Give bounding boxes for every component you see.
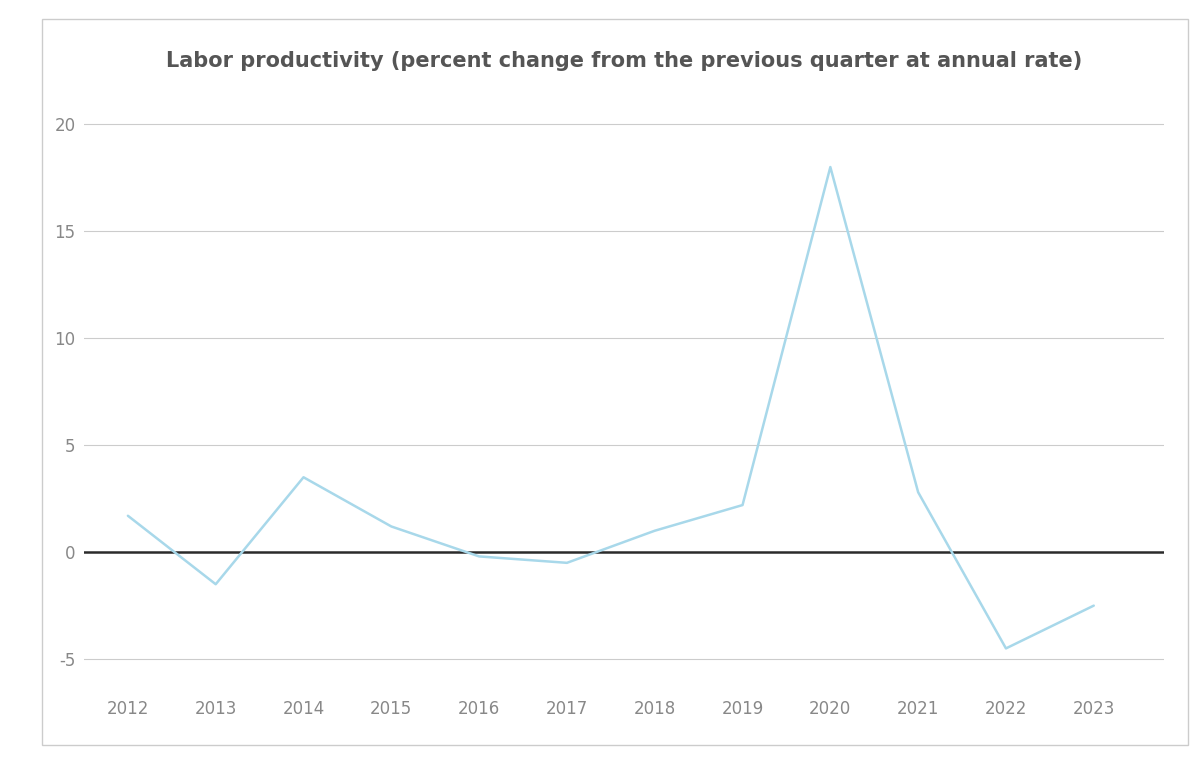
Title: Labor productivity (percent change from the previous quarter at annual rate): Labor productivity (percent change from …	[166, 51, 1082, 71]
